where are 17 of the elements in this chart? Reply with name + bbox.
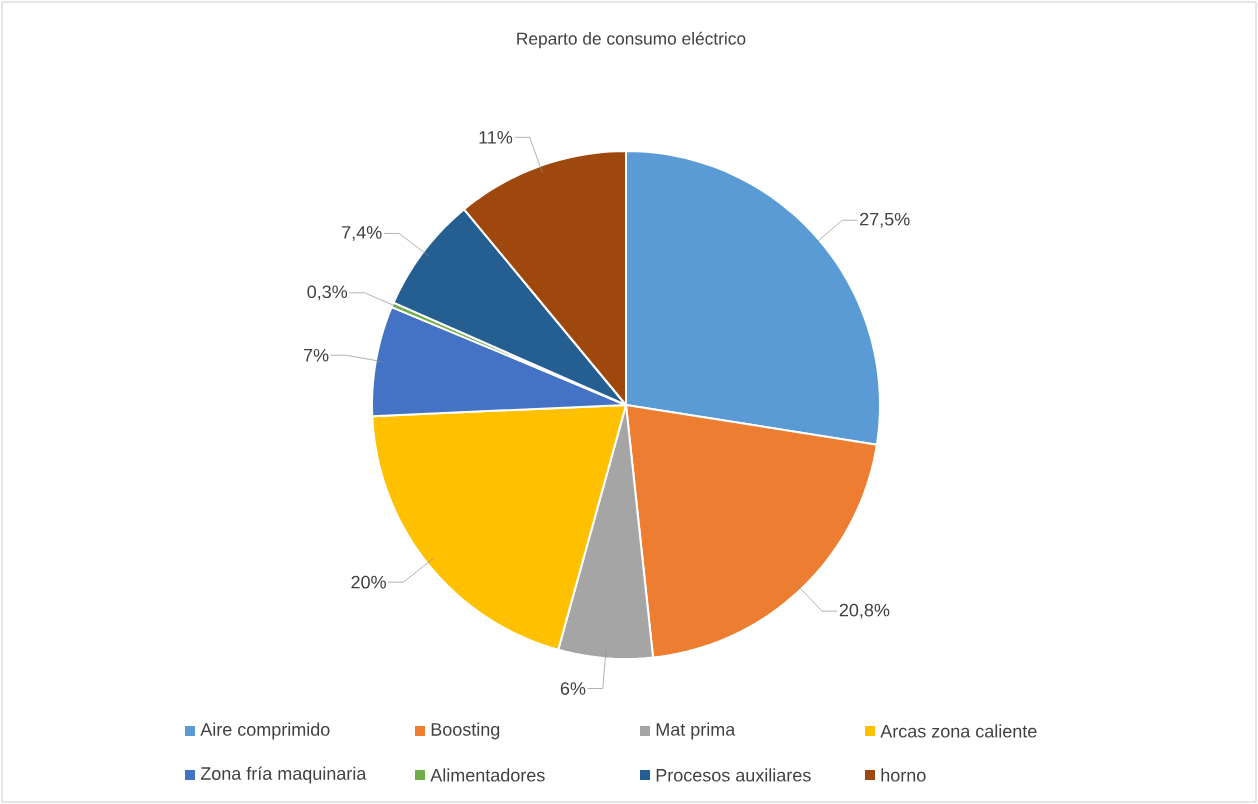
- legend-label: Mat prima: [656, 722, 736, 740]
- data-label: 20%: [351, 575, 386, 589]
- legend-label: Aire comprimido: [200, 722, 330, 740]
- data-label: 11%: [479, 131, 513, 144]
- chart-title: Reparto de consumo eléctrico: [517, 31, 746, 49]
- data-label: 7%: [303, 348, 329, 362]
- legend-label: Boosting: [431, 722, 500, 740]
- legend-label: Arcas zona caliente: [880, 724, 1037, 738]
- data-label: 6%: [560, 682, 586, 695]
- data-label: 7,4%: [342, 226, 382, 241]
- legend-label: Zona fría maquinaria: [200, 766, 367, 784]
- legend-label: Procesos auxiliares: [656, 768, 811, 782]
- data-label: 0,3%: [307, 285, 348, 301]
- legend-label: Alimentadores: [430, 768, 545, 782]
- data-label: 27,5%: [860, 212, 910, 228]
- data-label: 20,8%: [839, 603, 890, 619]
- legend-label: horno: [881, 768, 926, 782]
